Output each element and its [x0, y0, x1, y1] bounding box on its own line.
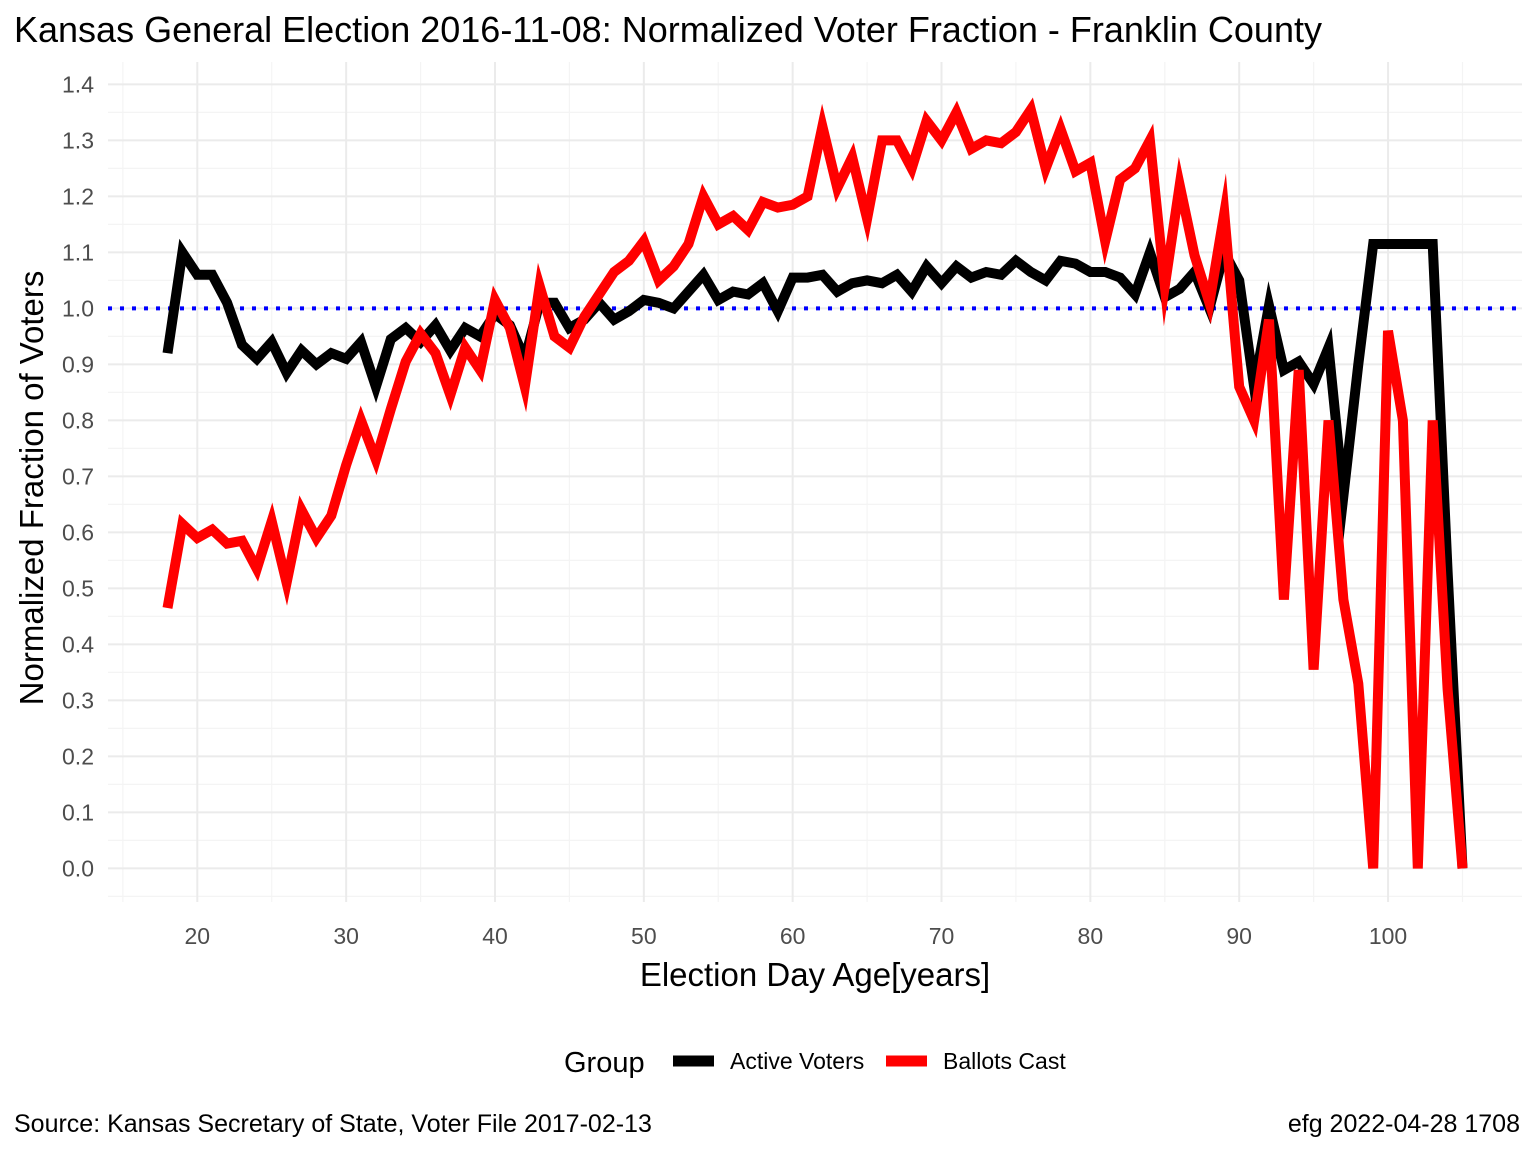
x-tick-label: 20 [185, 923, 211, 949]
legend-label-ballots-cast: Ballots Cast [943, 1048, 1066, 1074]
y-tick-label: 0.1 [62, 799, 94, 825]
x-axis-ticks: 20 30 40 50 60 70 80 90 100 [185, 923, 1408, 949]
y-tick-label: 1.0 [62, 295, 94, 321]
x-axis-title: Election Day Age[years] [640, 956, 990, 993]
y-tick-label: 1.1 [62, 239, 94, 265]
series-line-active-voters [162, 237, 1468, 869]
legend: Group Active Voters Ballots Cast [564, 1047, 1066, 1079]
y-tick-label: 1.4 [62, 71, 94, 97]
major-gridlines [108, 62, 1522, 902]
y-tick-label: 0.0 [62, 855, 94, 881]
x-tick-label: 50 [631, 923, 657, 949]
y-tick-label: 0.4 [62, 631, 94, 657]
series-layer [162, 97, 1468, 869]
y-tick-label: 0.7 [62, 463, 94, 489]
y-axis-ticks: 0.0 0.1 0.2 0.3 0.4 0.5 0.6 0.7 0.8 0.9 1.0 1.1 1.2 1… [62, 71, 94, 881]
y-axis-title: Normalized Fraction of Voters [13, 271, 50, 706]
y-tick-label: 1.2 [62, 183, 94, 209]
x-tick-label: 100 [1369, 923, 1407, 949]
y-tick-label: 0.2 [62, 743, 94, 769]
y-tick-label: 0.9 [62, 351, 94, 377]
chart-title: Kansas General Election 2016-11-08: Norm… [14, 9, 1322, 50]
x-tick-label: 40 [482, 923, 508, 949]
series-line-ballots-cast [162, 97, 1468, 869]
y-tick-label: 0.3 [62, 687, 94, 713]
source-caption: Source: Kansas Secretary of State, Voter… [14, 1110, 652, 1138]
x-tick-label: 60 [780, 923, 806, 949]
x-tick-label: 30 [333, 923, 359, 949]
y-tick-label: 0.5 [62, 575, 94, 601]
y-tick-label: 0.6 [62, 519, 94, 545]
x-tick-label: 80 [1078, 923, 1104, 949]
x-tick-label: 70 [929, 923, 955, 949]
y-tick-label: 1.3 [62, 127, 94, 153]
x-tick-label: 90 [1226, 923, 1252, 949]
legend-title: Group [564, 1047, 645, 1079]
legend-label-active-voters: Active Voters [730, 1048, 864, 1074]
minor-gridlines [108, 62, 1522, 902]
y-tick-label: 0.8 [62, 407, 94, 433]
stamp-caption: efg 2022-04-28 1708 [1288, 1110, 1520, 1138]
